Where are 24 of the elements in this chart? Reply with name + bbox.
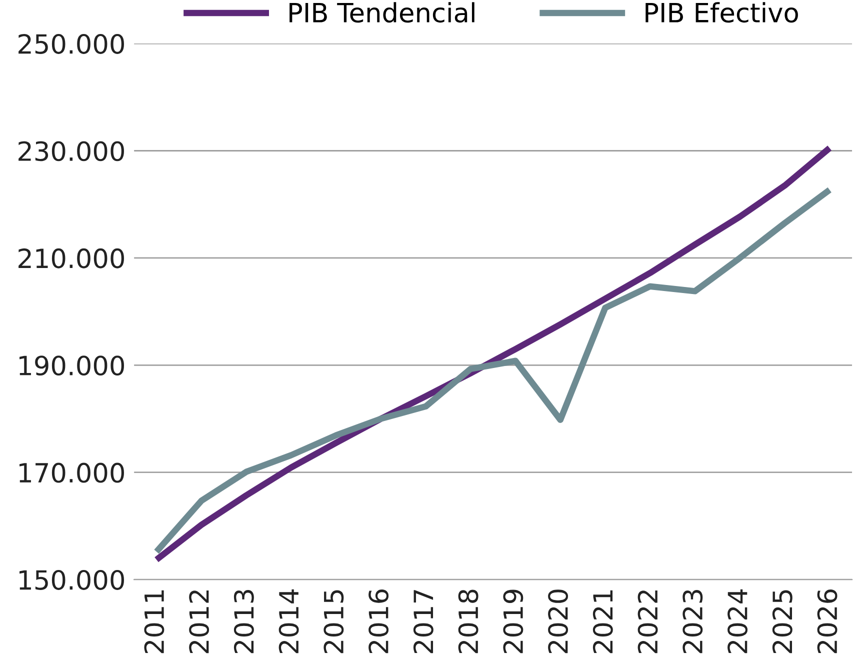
x-tick-label: 2012 [189, 590, 210, 654]
x-tick-label: 2019 [503, 590, 524, 654]
legend-label: PIB Efectivo [646, 2, 798, 23]
x-tick-label: 2023 [682, 590, 703, 654]
x-tick-label: 2017 [413, 590, 434, 654]
x-tick-label: 2014 [278, 589, 299, 654]
y-tick-label: 210.000 [18, 248, 124, 268]
x-tick-label: 2013 [234, 590, 254, 654]
y-tick-label: 230.000 [18, 141, 124, 162]
y-tick-label: 190.000 [20, 356, 124, 376]
x-tick-label: 2015 [324, 590, 344, 654]
y-tick-label: 170.000 [20, 462, 124, 483]
x-tick-label: 2018 [458, 590, 478, 654]
x-tick-label: 2020 [548, 590, 568, 654]
x-tick-label: 2025 [772, 590, 792, 654]
x-tick-label: 2024 [728, 589, 748, 654]
x-tick-label: 2011 [144, 590, 164, 654]
x-tick-label: 2016 [368, 590, 389, 654]
y-tick-label: 150.000 [20, 570, 124, 590]
x-tick-label: 2026 [817, 590, 838, 654]
x-tick-label: 2022 [638, 590, 658, 654]
y-tick-label: 250.000 [18, 34, 124, 54]
x-tick-label: 2021 [592, 590, 613, 654]
legend-label: PIB Tendencial [290, 2, 474, 23]
